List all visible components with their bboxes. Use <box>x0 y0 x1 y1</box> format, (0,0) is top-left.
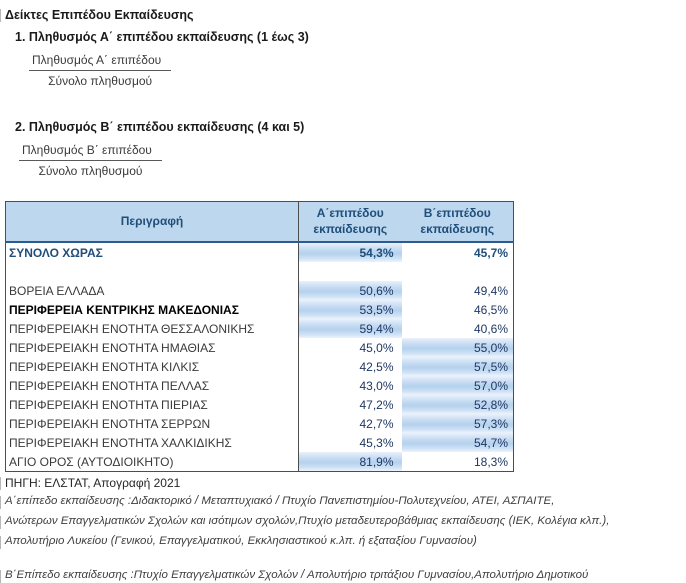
cell-description[interactable]: ΠΕΡΙΦΕΡΕΙΑΚΗ ΕΝΟΤΗΤΑ ΠΕΛΛΑΣ <box>5 376 299 395</box>
cell-description[interactable]: ΠΕΡΙΦΕΡΕΙΑΚΗ ΕΝΟΤΗΤΑ ΠΙΕΡΙΑΣ <box>5 395 299 414</box>
table-header-level-b[interactable]: Β΄επιπέδου εκπαίδευσης <box>401 201 514 243</box>
cell-level-a[interactable]: 50,6% <box>298 281 402 300</box>
cell-level-b[interactable] <box>402 262 514 281</box>
indicator-2-heading: 2. Πληθυσμός Β΄ επιπέδου εκπαίδευσης (4 … <box>15 120 305 134</box>
cell-level-a[interactable]: 42,5% <box>359 359 394 374</box>
cell-description[interactable] <box>5 262 299 281</box>
footnote-level-a-line-1: Α΄επίπεδο εκπαίδευσης :Διδακτορικό / Μετ… <box>0 495 686 509</box>
indicator-1-fraction: Πληθυσμός Α΄ επιπέδου Σύνολο πληθυσμού <box>29 52 172 88</box>
indicator-2-fraction: Πληθυσμός Β΄ επιπέδου Σύνολο πληθυσμού <box>19 142 162 178</box>
table-row: ΣΥΝΟΛΟ ΧΩΡΑΣ 54,3% 45,7% <box>5 242 514 262</box>
cell-description[interactable]: ΠΕΡΙΦΕΡΕΙΑΚΗ ΕΝΟΤΗΤΑ ΧΑΛΚΙΔΙΚΗΣ <box>5 433 299 452</box>
footnote-level-a-line-3: Απολυτήριο Λυκείου (Γενικού, Επαγγελματι… <box>0 535 686 549</box>
table-header-level-a[interactable]: Α΄επιπέδου εκπαίδευσης <box>298 201 402 243</box>
footnote-level-a-line-2: Ανώτερων Επαγγελματικών Σχολών και ισότι… <box>0 515 686 529</box>
cell-level-b[interactable]: 49,4% <box>473 283 508 298</box>
cell-level-a[interactable]: 53,5% <box>298 300 402 319</box>
cell-description[interactable]: ΒΟΡΕΙΑ ΕΛΛΑΔΑ <box>5 281 299 300</box>
cell-level-a[interactable]: 42,7% <box>359 416 394 431</box>
indicator-1-heading: 1. Πληθυσμός Α΄ επιπέδου εκπαίδευσης (1 … <box>15 30 309 44</box>
table-header-row: Περιγραφή Α΄επιπέδου εκπαίδευσης Β΄επιπέ… <box>5 201 514 243</box>
spacer <box>5 90 686 112</box>
cell-description[interactable]: ΠΕΡΙΦΕΡΕΙΑΚΗ ΕΝΟΤΗΤΑ ΘΕΣΣΑΛΟΝΙΚΗΣ <box>5 319 299 338</box>
table-row <box>5 262 514 281</box>
cell-level-a[interactable]: 45,3% <box>359 435 394 450</box>
fraction-numerator: Πληθυσμός Α΄ επιπέδου <box>29 52 172 71</box>
cell-level-b[interactable]: 57,0% <box>401 376 514 395</box>
cell-level-b[interactable]: 54,7% <box>401 433 514 452</box>
cell-level-a[interactable]: 47,2% <box>359 397 394 412</box>
cell-level-a[interactable]: 54,3% <box>298 242 402 262</box>
table-row: ΠΕΡΙΦΕΡΕΙΑΚΗ ΕΝΟΤΗΤΑ ΠΕΛΛΑΣ 43,0% 57,0% <box>5 376 514 395</box>
cell-level-a[interactable]: 43,0% <box>359 378 394 393</box>
cell-level-b[interactable]: 57,3% <box>401 414 514 433</box>
cell-level-b[interactable]: 40,6% <box>473 321 508 336</box>
cell-level-a[interactable]: 59,4% <box>298 319 402 338</box>
table-row: ΠΕΡΙΦΕΡΕΙΑΚΗ ΕΝΟΤΗΤΑ ΘΕΣΣΑΛΟΝΙΚΗΣ 59,4% … <box>5 319 514 338</box>
cell-description[interactable]: ΑΓΙΟ ΟΡΟΣ (ΑΥΤΟΔΙΟΙΚΗΤΟ) <box>5 452 299 472</box>
cell-description[interactable]: ΣΥΝΟΛΟ ΧΩΡΑΣ <box>5 242 299 262</box>
fraction-numerator: Πληθυσμός Β΄ επιπέδου <box>19 142 162 161</box>
cell-level-a[interactable] <box>299 262 402 281</box>
education-levels-table: Περιγραφή Α΄επιπέδου εκπαίδευσης Β΄επιπέ… <box>5 201 514 472</box>
cell-description[interactable]: ΠΕΡΙΦΕΡΕΙΑΚΗ ΕΝΟΤΗΤΑ ΗΜΑΘΙΑΣ <box>5 338 299 357</box>
fraction-denominator: Σύνολο πληθυσμού <box>38 164 143 178</box>
table-row: ΠΕΡΙΦΕΡΕΙΑΚΗ ΕΝΟΤΗΤΑ ΧΑΛΚΙΔΙΚΗΣ 45,3% 54… <box>5 433 514 452</box>
cell-level-b[interactable]: 46,5% <box>473 302 508 317</box>
table-row: ΠΕΡΙΦΕΡΕΙΑΚΗ ΕΝΟΤΗΤΑ ΠΙΕΡΙΑΣ 47,2% 52,8% <box>5 395 514 414</box>
cell-description[interactable]: ΠΕΡΙΦΕΡΕΙΑ ΚΕΝΤΡΙΚΗΣ ΜΑΚΕΔΟΝΙΑΣ <box>5 300 299 319</box>
footnote-level-b: Β΄Επίπεδο εκπαίδευσης :Πτυχίο Επαγγελματ… <box>0 569 686 583</box>
cell-level-b[interactable]: 52,8% <box>401 395 514 414</box>
cell-level-a[interactable]: 45,0% <box>359 340 394 355</box>
cell-level-b[interactable]: 55,0% <box>401 338 514 357</box>
table-row: ΒΟΡΕΙΑ ΕΛΛΑΔΑ 50,6% 49,4% <box>5 281 514 300</box>
table-row: ΠΕΡΙΦΕΡΕΙΑ ΚΕΝΤΡΙΚΗΣ ΜΑΚΕΔΟΝΙΑΣ 53,5% 46… <box>5 300 514 319</box>
table-row: ΑΓΙΟ ΟΡΟΣ (ΑΥΤΟΔΙΟΙΚΗΤΟ) 81,9% 18,3% <box>5 452 514 472</box>
table-row: ΠΕΡΙΦΕΡΕΙΑΚΗ ΕΝΟΤΗΤΑ ΚΙΛΚΙΣ 42,5% 57,5% <box>5 357 514 376</box>
spacer <box>5 180 686 201</box>
source-note: ΠΗΓΗ: ΕΛΣΤΑΤ, Απογραφή 2021 <box>0 476 686 490</box>
cell-description[interactable]: ΠΕΡΙΦΕΡΕΙΑΚΗ ΕΝΟΤΗΤΑ ΣΕΡΡΩΝ <box>5 414 299 433</box>
spacer <box>5 555 686 569</box>
cell-level-b[interactable]: 57,5% <box>401 357 514 376</box>
cell-level-b[interactable]: 18,3% <box>473 454 508 469</box>
cell-level-a[interactable]: 81,9% <box>298 452 402 472</box>
table-header-description[interactable]: Περιγραφή <box>5 201 299 243</box>
cell-level-b[interactable]: 45,7% <box>473 245 508 260</box>
table-row: ΠΕΡΙΦΕΡΕΙΑΚΗ ΕΝΟΤΗΤΑ ΣΕΡΡΩΝ 42,7% 57,3% <box>5 414 514 433</box>
cell-description[interactable]: ΠΕΡΙΦΕΡΕΙΑΚΗ ΕΝΟΤΗΤΑ ΚΙΛΚΙΣ <box>5 357 299 376</box>
page-title: Δείκτες Επιπέδου Εκπαίδευσης <box>0 8 686 22</box>
table-row: ΠΕΡΙΦΕΡΕΙΑΚΗ ΕΝΟΤΗΤΑ ΗΜΑΘΙΑΣ 45,0% 55,0% <box>5 338 514 357</box>
fraction-denominator: Σύνολο πληθυσμού <box>48 74 153 88</box>
